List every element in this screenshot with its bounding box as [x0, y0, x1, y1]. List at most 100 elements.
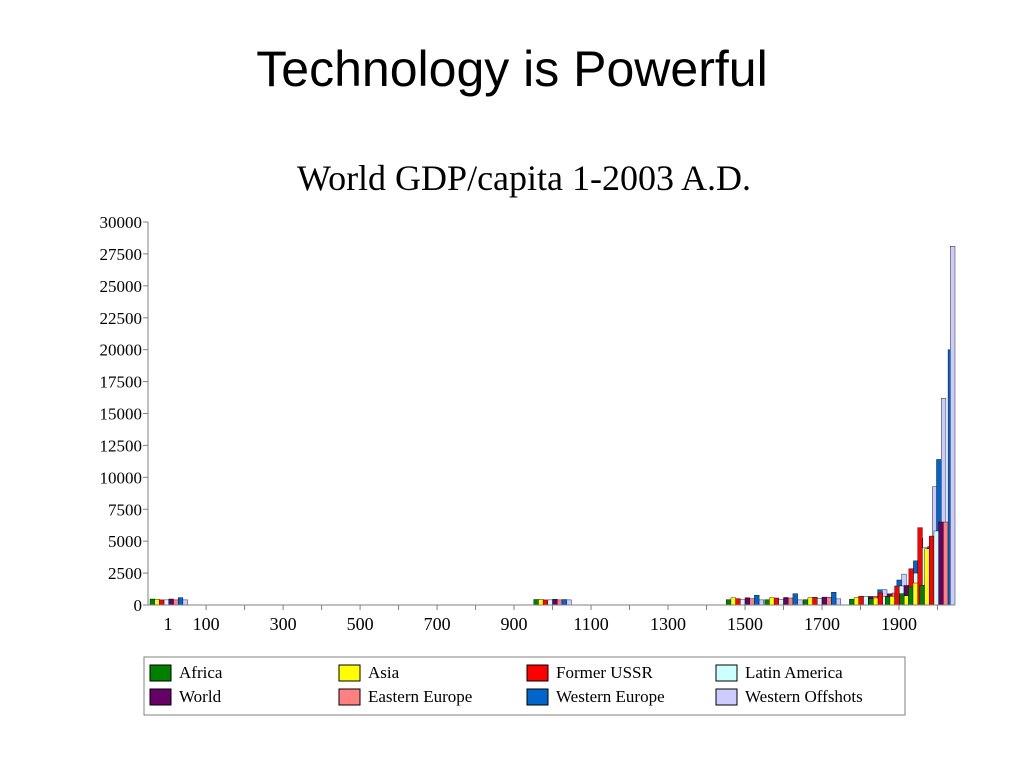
legend-swatch [338, 688, 361, 706]
bar-western-offshots-1 [182, 599, 188, 606]
bar-former-ussr-2003 [929, 535, 935, 606]
bar-asia-1000 [538, 599, 544, 606]
bar-western-europe-1500 [754, 594, 760, 606]
x-tick-label: 1500 [727, 614, 763, 634]
legend-swatch [715, 664, 738, 682]
x-tick-label: 900 [501, 614, 528, 634]
bar-asia-1870 [873, 597, 879, 606]
bar-former-ussr-1000 [542, 599, 549, 606]
bar-latin-america-1600 [778, 599, 784, 606]
x-tick-label: 300 [270, 614, 297, 634]
bar-western-offshots-2003 [950, 246, 956, 606]
bar-western-offshots-1500 [758, 599, 765, 606]
legend-swatch [526, 664, 549, 682]
bar-africa-1700 [803, 599, 809, 606]
x-tick-label: 1300 [650, 614, 686, 634]
y-tick-label: 27500 [100, 245, 143, 264]
bar-latin-america-2003 [933, 530, 939, 606]
gdp-chart: World GDP/capita 1-2003 A.D. 0 2500 5000 75… [100, 158, 956, 716]
bar-eastern-europe-1700 [826, 597, 832, 606]
bar-world-2003 [938, 521, 944, 606]
bar-africa-1950 [899, 593, 905, 606]
bar-western-europe-1600 [792, 593, 798, 606]
bar-asia-1 [154, 599, 160, 606]
slide-title: Technology is Powerful [256, 41, 768, 97]
bar-africa-1600 [764, 599, 770, 606]
x-tick-label: 1 [164, 614, 173, 634]
legend-label: Latin America [745, 663, 843, 682]
x-tick-label: 1900 [881, 614, 917, 634]
bar-former-ussr-1 [159, 599, 165, 606]
x-tick-label: 1700 [804, 614, 840, 634]
y-tick-label: 15000 [100, 405, 143, 424]
bar-former-ussr-1600 [773, 597, 780, 606]
legend-label: Western Europe [556, 687, 665, 706]
legend-swatch [149, 664, 172, 682]
bar-latin-america-1000 [547, 599, 553, 606]
y-tick-label: 17500 [100, 373, 143, 392]
legend-swatch [338, 664, 361, 682]
x-tick-label: 500 [347, 614, 374, 634]
bar-former-ussr-1700 [812, 597, 818, 606]
legend-label: Africa [179, 663, 223, 682]
bar-asia-2003 [924, 548, 930, 606]
bar-eastern-europe-1500 [749, 598, 755, 606]
y-tick-label: 0 [134, 596, 143, 615]
y-tick-label: 2500 [108, 564, 142, 583]
bar-western-europe-1000 [561, 599, 567, 606]
bar-former-ussr-1500 [735, 598, 741, 606]
legend-label: Eastern Europe [368, 687, 472, 706]
bar-africa-1913 [885, 596, 891, 606]
x-tick-label: 100 [193, 614, 220, 634]
legend-box [143, 656, 906, 716]
bar-asia-1973 [912, 582, 918, 606]
bar-world-1 [168, 598, 174, 606]
bar-latin-america-1700 [817, 598, 823, 606]
bar-eastern-europe-1600 [788, 597, 794, 606]
bar-eastern-europe-1000 [557, 599, 563, 606]
bar-former-ussr-1820 [858, 595, 864, 606]
legend-swatch [526, 688, 549, 706]
x-tick-label: 700 [424, 614, 451, 634]
bar-africa-2003 [919, 585, 925, 606]
bar-africa-1000 [533, 599, 539, 606]
y-tick-label: 20000 [100, 341, 143, 360]
bar-western-offshots-1600 [797, 599, 803, 606]
legend-label: Former USSR [556, 663, 653, 682]
bar-africa-1820 [849, 599, 855, 606]
bar-former-ussr-1913 [894, 585, 900, 606]
bar-western-europe-1 [177, 597, 184, 606]
bar-world-1600 [783, 597, 789, 606]
y-tick-label: 12500 [100, 436, 143, 455]
legend-label: Asia [368, 663, 400, 682]
legend-label: World [179, 687, 222, 706]
bar-asia-1500 [730, 597, 736, 606]
bar-eastern-europe-1 [173, 599, 179, 606]
bar-world-1700 [821, 596, 827, 606]
y-tick-label: 22500 [100, 309, 143, 328]
bar-western-offshots-1000 [566, 599, 572, 606]
bar-asia-1600 [769, 597, 775, 606]
y-tick-label: 10000 [100, 468, 143, 487]
bar-asia-1913 [889, 596, 895, 606]
bar-africa-1500 [726, 599, 732, 606]
bar-asia-1700 [807, 597, 813, 606]
x-tick-label: 1100 [573, 614, 608, 634]
bar-africa-1973 [908, 586, 914, 606]
y-tick-label: 5000 [108, 532, 142, 551]
y-tick-label: 30000 [100, 213, 143, 232]
chart-title: World GDP/capita 1-2003 A.D. [297, 158, 751, 198]
bar-latin-america-1820 [863, 595, 869, 606]
bar-former-ussr-1870 [877, 592, 883, 606]
bar-western-europe-1700 [831, 592, 837, 606]
y-tick-label: 25000 [100, 277, 143, 296]
legend-label: Western Offshots [745, 687, 863, 706]
bar-latin-america-1500 [740, 599, 746, 606]
bar-latin-america-1 [163, 599, 170, 606]
legend-swatch [715, 688, 738, 706]
bar-western-offshots-1700 [835, 598, 842, 606]
bar-world-1000 [552, 599, 558, 606]
y-tick-label: 7500 [108, 500, 142, 519]
legend-swatch [149, 688, 172, 706]
bar-asia-1820 [853, 597, 859, 606]
